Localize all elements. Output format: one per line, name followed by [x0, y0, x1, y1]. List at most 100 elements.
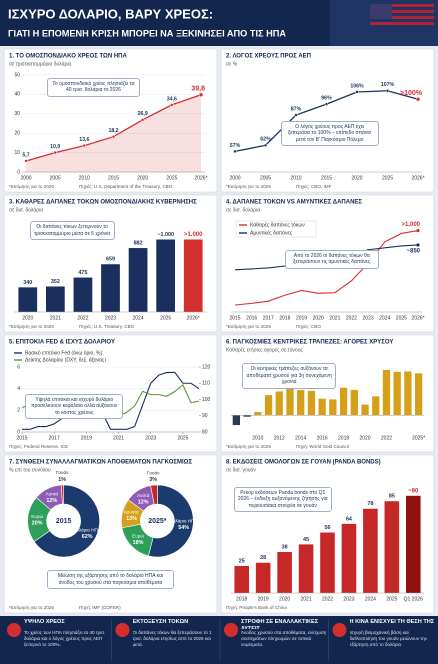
- legend-label: Βασικό επιτόκιο Fed (άνω όριο, %): [25, 349, 102, 356]
- slice-value: 3%: [149, 477, 157, 483]
- footer-band: [0, 616, 438, 664]
- x-tick-label: 2015: [16, 435, 27, 441]
- panel-title: 8. ΕΚΔΟΣΕΙΣ ΟΜΟΛΟΓΩΝ ΣΕ ΓΟΥΑΝ (PANDA BON…: [226, 460, 381, 466]
- x-tick-label: 2021: [300, 596, 311, 602]
- data-label: 340: [23, 280, 32, 286]
- legend-label: Αμυντικές δαπάνες: [250, 229, 293, 236]
- annotation-frame: Υψηλά επιτόκια και ισχυρό δολάριο προσελ…: [25, 393, 124, 419]
- annotation-frame: Ρεκόρ εκδόσεων Panda bonds στο Q1 2026 –…: [233, 486, 332, 513]
- x-tick-label: 2021: [329, 315, 340, 321]
- annotation: Ρεκόρ εκδόσεων Panda bonds στο Q1 2026 –…: [233, 486, 332, 513]
- takeaway-text: Το χρέος των ΗΠΑ πλησιάζει τα 40 τρισ. δ…: [24, 630, 106, 647]
- x-tick-label: 2010: [290, 175, 301, 181]
- x-tick-label: 2023: [363, 315, 374, 321]
- x-tick-label: 2021: [50, 315, 61, 321]
- end-label: >1,000: [401, 222, 420, 228]
- panel-title: 1. ΤΟ ΟΜΟΣΠΟΝΔΙΑΚΟ ΧΡΕΟΣ ΤΩΝ ΗΠΑ: [9, 54, 128, 60]
- data-label: 62%: [260, 137, 271, 143]
- slice-label: Λοιπά: [137, 492, 150, 498]
- annotation: Οι δαπάνες τόκων ξεπερνούν το τρισεκατομ…: [29, 221, 115, 241]
- data-label: 96%: [321, 95, 332, 101]
- source: Πηγές: CBO, IMF: [296, 183, 332, 189]
- x-tick-label: 2019: [81, 435, 92, 441]
- y2-tick-label: 110: [202, 381, 210, 387]
- x-tick-label: 2025: [382, 175, 393, 181]
- takeaway-title: ΕΚΤΟΞΕΥΣΗ ΤΟΚΩΝ: [132, 619, 189, 625]
- point: [140, 118, 145, 122]
- data-label: 26,9: [138, 111, 148, 117]
- panel-subtitle: σε δισ. δολάρια: [9, 206, 43, 213]
- bar: [254, 411, 262, 416]
- point: [170, 103, 174, 107]
- bar: [307, 390, 316, 416]
- pie-center-label: 2025*: [148, 518, 167, 525]
- x-tick-label: 2005: [260, 175, 271, 181]
- point: [355, 90, 359, 94]
- data-label: 10,0: [50, 144, 60, 150]
- y-tick-label: 6: [17, 364, 20, 370]
- y-tick-label: 4: [17, 386, 20, 392]
- slice-label: Λοιπά: [46, 491, 59, 497]
- bar: [286, 388, 294, 416]
- annotation: Υψηλά επιτόκια και ισχυρό δολάριο προσελ…: [25, 393, 124, 419]
- data-label: 45: [303, 537, 309, 543]
- point: [198, 92, 204, 98]
- x-tick-label: 2023: [343, 596, 354, 602]
- x-tick-label: 2005: [50, 175, 61, 181]
- annotation: Μείωση της εξάρτησης από το δολάριο ΗΠΑ …: [46, 570, 175, 590]
- x-tick-label: 2025: [160, 315, 171, 321]
- takeaway-icon: [7, 623, 21, 637]
- x-tick-label: 2022: [77, 315, 88, 321]
- x-tick-label: 2026*: [194, 175, 207, 181]
- annotation-frame: Το ομοσπονδιακό χρέος πλησιάζει τα 40 τρ…: [46, 77, 141, 97]
- data-label: 38: [282, 544, 288, 550]
- source: Πηγή: IMF (COFER): [79, 604, 121, 610]
- source: Πηγή: World Gold Council: [296, 443, 349, 449]
- x-tick-label: 2019: [258, 596, 269, 602]
- bar: [329, 399, 337, 416]
- source: Πηγές: U.S. Department of the Treasury, …: [79, 183, 173, 189]
- takeaway-text-frame: Ισχυρή βιομηχανική βάση και διεθνοποίηση…: [350, 630, 427, 647]
- annotation: Το ομοσπονδιακό χρέος πλησιάζει τα 40 τρ…: [46, 77, 141, 97]
- x-tick-label: 2014: [295, 435, 306, 441]
- slice-value: 12%: [46, 498, 57, 504]
- point: [415, 97, 421, 102]
- slice-label: Γουάν: [56, 469, 69, 475]
- bar: [318, 398, 326, 416]
- x-tick-label: 2025*: [412, 435, 425, 441]
- bar: [404, 371, 412, 416]
- legend-label: Καθαρές δαπάνες τόκων: [250, 221, 305, 228]
- panel-subtitle: % επί του συνόλου: [9, 466, 51, 473]
- pie-slice: [148, 484, 194, 558]
- slice-label: Ευρώ: [31, 513, 43, 519]
- annotation-frame: Ο λόγος χρέους προς ΑΕΠ έχει ξεπεράσει τ…: [280, 120, 379, 146]
- data-label: 56: [325, 525, 331, 531]
- bar: [183, 239, 203, 312]
- x-tick-label: 2021: [113, 435, 124, 441]
- takeaway-title: Η ΚΙΝΑ ΕΝΙΣΧΥΕΙ ΤΗ ΘΕΣΗ ΤΗΣ: [349, 619, 435, 625]
- annotation-frame: Μείωση της εξάρτησης από το δολάριο ΗΠΑ …: [46, 570, 175, 590]
- area: [26, 94, 201, 172]
- legend-box: [235, 220, 317, 238]
- data-label: 5,7: [22, 152, 29, 158]
- slice-label: Δολάριο ΗΠΑ: [73, 526, 102, 532]
- bar: [255, 562, 271, 593]
- data-label: 34,6: [167, 96, 177, 102]
- panel-subtitle: σε %: [226, 61, 238, 67]
- takeaway-text-frame: Το χρέος των ΗΠΑ πλησιάζει τα 40 τρισ. δ…: [24, 630, 106, 647]
- data-label: 64: [346, 516, 352, 522]
- data-label: 78: [367, 501, 373, 507]
- x-tick-label: 2010: [252, 435, 263, 441]
- takeaway-title: ΣΤΡΟΦΗ ΣΕ ΕΝΑΛΛΑΚΤΙΚΕΣ ΛΥΣΕΙΣ: [241, 619, 319, 629]
- data-label: 87%: [291, 106, 302, 112]
- source: Πηγές: Federal Reserve, ICE: [9, 443, 68, 449]
- data-label: 13,6: [79, 137, 89, 143]
- data-label: 28: [260, 555, 266, 561]
- slice-value: 20%: [32, 521, 43, 527]
- bar: [339, 387, 348, 416]
- bar: [361, 404, 369, 416]
- legend-label: Δείκτης Δολαρίου (DXY, δεξ. άξονας): [25, 356, 106, 363]
- panel-subtitle: σε δισ. δολάρια: [226, 206, 260, 213]
- bar: [405, 495, 421, 593]
